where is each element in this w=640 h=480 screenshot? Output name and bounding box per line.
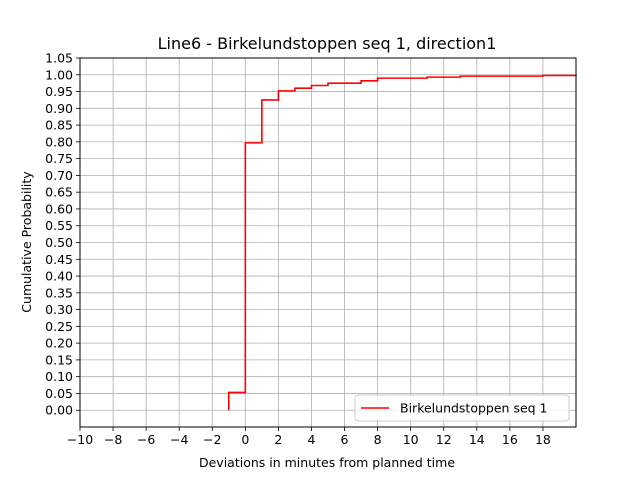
x-tick-label: 10 [403,432,419,447]
y-axis-label: Cumulative Probability [19,171,34,313]
y-tick-label: 1.00 [45,67,73,82]
y-tick-label: 0.85 [45,118,73,133]
x-tick-label: −2 [203,432,221,447]
y-tick-label: 0.60 [45,201,73,216]
x-tick-label: 12 [436,432,452,447]
y-tick-label: 0.70 [45,168,73,183]
x-tick-label: 4 [307,432,315,447]
y-tick-label: 0.50 [45,235,73,250]
x-tick-label: −6 [137,432,155,447]
y-tick-label: 0.45 [45,252,73,267]
y-tick-label: 0.75 [45,151,73,166]
x-tick-label: 6 [341,432,349,447]
y-tick-label: 0.20 [45,336,73,351]
y-tick-label: 0.05 [45,386,73,401]
ticks: −10 −8 −6 −4 −2 0 2 4 6 8 10 12 14 16 18 0.00 0.05 0.10 0.… [45,51,551,448]
y-tick-label: 0.40 [45,269,73,284]
series-layer [228,74,577,411]
x-tick-label: −10 [67,432,93,447]
legend-box [354,394,570,422]
y-tick-label: 0.95 [45,84,73,99]
y-tick-label: 0.15 [45,352,73,367]
x-tick-label: −8 [104,432,122,447]
x-tick-label: 0 [241,432,249,447]
y-tick-label: 0.65 [45,185,73,200]
x-tick-label: −4 [170,432,188,447]
x-tick-label: 2 [274,432,282,447]
y-tick-label: 0.00 [45,403,73,418]
y-tick-label: 0.35 [45,285,73,300]
legend-label: Birkelundstoppen seq 1 [400,401,548,416]
y-tick-label: 0.55 [45,218,73,233]
x-tick-label: 8 [374,432,382,447]
y-tick-label: 0.25 [45,319,73,334]
y-tick-label: 0.10 [45,369,73,384]
x-tick-label: 14 [469,432,485,447]
y-tick-label: 0.90 [45,101,73,116]
y-tick-label: 0.80 [45,134,73,149]
x-tick-label: 18 [535,432,551,447]
series-line [228,74,577,411]
chart-title: Line6 - Birkelundstoppen seq 1, directio… [158,34,497,53]
x-tick-label: 16 [502,432,518,447]
grid [79,57,576,427]
legend: Birkelundstoppen seq 1 [354,394,570,422]
x-axis-label: Deviations in minutes from planned time [199,455,455,470]
y-tick-label: 0.30 [45,302,73,317]
y-tick-label: 1.05 [45,51,73,66]
